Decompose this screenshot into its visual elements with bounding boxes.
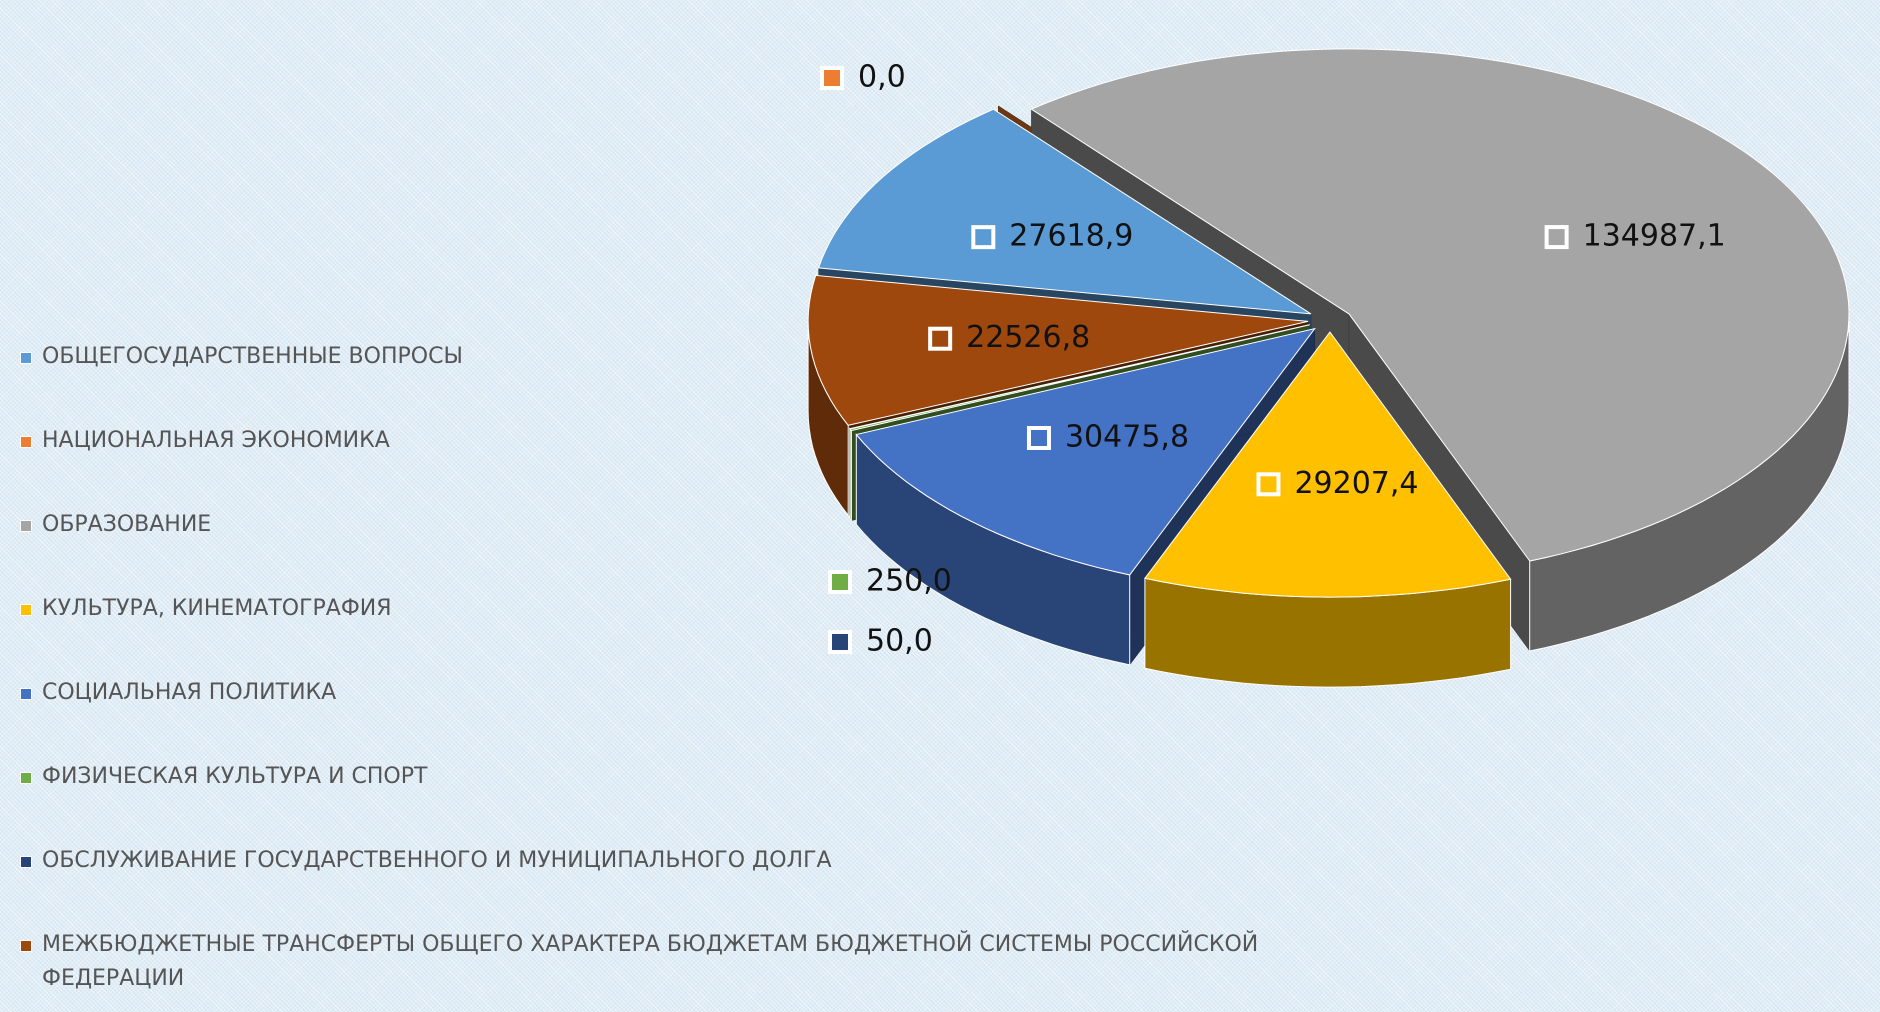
legend-item: ОБРАЗОВАНИЕ [20,508,1380,592]
data-label-marker [822,68,842,88]
data-label-marker [1547,227,1567,247]
legend-item: ОБСЛУЖИВАНИЕ ГОСУДАРСТВЕННОГО И МУНИЦИПА… [20,844,1380,928]
legend-label: ОБСЛУЖИВАНИЕ ГОСУДАРСТВЕННОГО И МУНИЦИПА… [42,848,832,873]
legend-swatch [20,436,32,448]
legend-item: ФИЗИЧЕСКАЯ КУЛЬТУРА И СПОРТ [20,760,1380,844]
legend: ОБЩЕГОСУДАРСТВЕННЫЕ ВОПРОСЫ НАЦИОНАЛЬНАЯ … [20,340,1380,1012]
data-label-marker [973,227,993,247]
legend-label: НАЦИОНАЛЬНАЯ ЭКОНОМИКА [42,428,390,453]
legend-label: ФИЗИЧЕСКАЯ КУЛЬТУРА И СПОРТ [42,764,427,789]
legend-item: КУЛЬТУРА, КИНЕМАТОГРАФИЯ [20,592,1380,676]
legend-item: МЕЖБЮДЖЕТНЫЕ ТРАНСФЕРТЫ ОБЩЕГО ХАРАКТЕРА… [20,928,1380,1012]
data-label: 134987,1 [1583,219,1726,254]
legend-swatch [20,688,32,700]
legend-swatch [20,772,32,784]
legend-label: СОЦИАЛЬНАЯ ПОЛИТИКА [42,680,336,705]
legend-swatch [20,856,32,868]
legend-item: ОБЩЕГОСУДАРСТВЕННЫЕ ВОПРОСЫ [20,340,1380,424]
legend-label: МЕЖБЮДЖЕТНЫЕ ТРАНСФЕРТЫ ОБЩЕГО ХАРАКТЕРА… [42,932,1258,991]
legend-item: НАЦИОНАЛЬНАЯ ЭКОНОМИКА [20,424,1380,508]
legend-label: ОБРАЗОВАНИЕ [42,512,211,537]
legend-swatch [20,940,32,952]
legend-label: ОБЩЕГОСУДАРСТВЕННЫЕ ВОПРОСЫ [42,344,463,369]
legend-swatch [20,520,32,532]
data-label: 27618,9 [1009,219,1133,254]
legend-label: КУЛЬТУРА, КИНЕМАТОГРАФИЯ [42,596,392,621]
legend-item: СОЦИАЛЬНАЯ ПОЛИТИКА [20,676,1380,760]
data-label: 0,0 [858,60,906,95]
legend-swatch [20,352,32,364]
legend-swatch [20,604,32,616]
